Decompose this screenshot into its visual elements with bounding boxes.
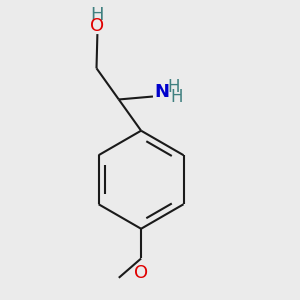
Text: O: O xyxy=(134,264,148,282)
Text: O: O xyxy=(90,17,104,35)
Text: H: H xyxy=(171,88,183,106)
Text: H: H xyxy=(167,78,180,96)
Text: N: N xyxy=(154,83,169,101)
Text: H: H xyxy=(91,6,104,24)
